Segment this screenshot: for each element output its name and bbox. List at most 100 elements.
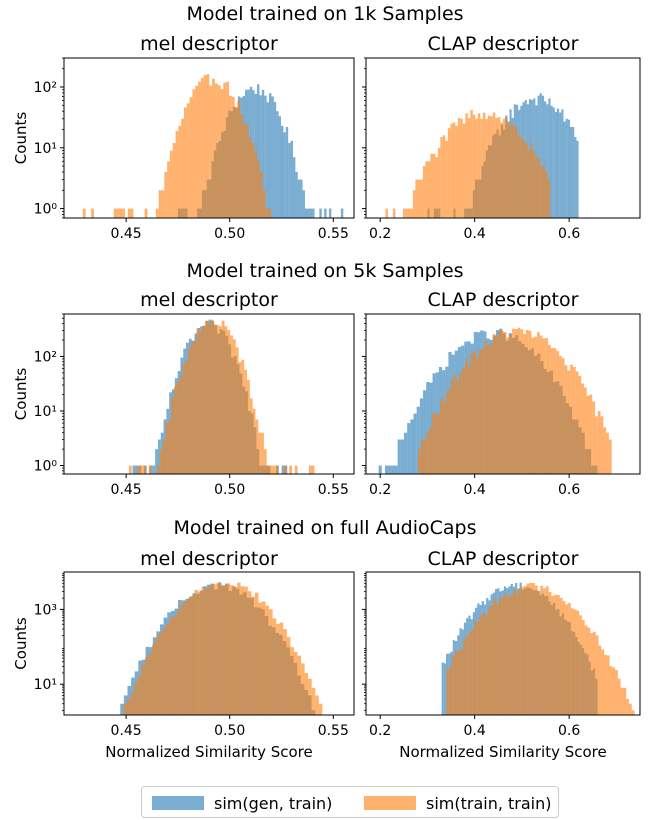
histogram-bar xyxy=(309,208,313,218)
histogram-bar xyxy=(476,357,479,474)
y-tick-label: 10² xyxy=(34,349,57,365)
x-tick-label: 0.4 xyxy=(464,723,486,739)
histogram-bar xyxy=(304,208,308,218)
histogram-bar xyxy=(185,360,188,474)
panel-title: CLAP descriptor xyxy=(428,33,579,55)
histogram-bar xyxy=(579,615,582,715)
histogram-bar xyxy=(437,147,441,218)
histogram-bar xyxy=(192,89,196,218)
histogram-bar xyxy=(402,208,406,218)
histogram-bar xyxy=(264,95,267,218)
histogram-bar xyxy=(575,371,579,474)
panel-2-1: mel descriptor 0.45 0.50 0.55 10⁰ 10¹ 10²Count… xyxy=(12,289,355,498)
histogram-bar xyxy=(140,465,144,474)
histogram-bar xyxy=(190,595,195,715)
histogram-bar xyxy=(119,208,123,218)
histogram-bar xyxy=(415,179,418,218)
histogram-bar xyxy=(512,328,515,474)
x-tick-label: 0.45 xyxy=(111,226,142,242)
histogram-bar xyxy=(279,622,284,715)
histogram-bar xyxy=(567,370,571,474)
histogram-bar xyxy=(244,369,248,474)
histogram-bar xyxy=(592,631,596,715)
plot-frame xyxy=(365,571,641,716)
x-tick-label: 0.55 xyxy=(318,723,349,739)
histogram-bar xyxy=(290,647,294,715)
histogram-bar xyxy=(297,179,301,218)
histogram-bar xyxy=(308,465,312,474)
x-axis-label: Normalized Similarity Score xyxy=(105,743,313,761)
histogram-bar xyxy=(130,208,134,218)
plot-frame xyxy=(365,313,641,475)
histogram-bar xyxy=(581,620,585,715)
histogram-bar xyxy=(283,629,287,715)
histogram-bar xyxy=(490,116,493,218)
histogram-bar xyxy=(420,179,423,218)
histogram-bar xyxy=(546,104,549,218)
histogram-bar xyxy=(254,150,258,218)
histogram-bar xyxy=(272,618,277,715)
histogram-bar xyxy=(502,118,506,218)
panel-title: CLAP descriptor xyxy=(428,548,579,570)
histogram-bar xyxy=(442,135,446,218)
histogram-bar xyxy=(307,208,310,218)
histogram-bar xyxy=(248,137,252,218)
histogram-bar xyxy=(487,115,491,218)
histogram-bar xyxy=(440,398,443,474)
histogram-bar xyxy=(392,208,396,218)
histogram-bar xyxy=(427,161,431,218)
histogram-bar xyxy=(182,363,186,474)
histogram-bar xyxy=(252,408,256,474)
histogram-bar xyxy=(556,350,560,474)
histogram-bar xyxy=(273,101,277,218)
histogram-bar xyxy=(572,367,576,474)
histogram-bar xyxy=(203,75,207,218)
histogram-bar xyxy=(449,666,452,715)
histogram-bar xyxy=(152,465,156,474)
histogram-bar xyxy=(127,699,131,715)
histogram-bar xyxy=(238,362,242,474)
histogram-bar xyxy=(259,95,262,218)
panel-1-2: CLAP descriptor 0.2 0.4 0.6 xyxy=(362,33,641,242)
histogram-bar xyxy=(281,465,285,474)
histogram-bar xyxy=(231,96,235,218)
histogram-bar xyxy=(490,605,494,715)
histogram-bar xyxy=(328,208,332,218)
histogram-bar xyxy=(529,582,533,715)
histogram-bar xyxy=(465,636,469,715)
histogram-bar xyxy=(128,465,132,474)
histogram-bar xyxy=(204,320,208,474)
histogram-bar xyxy=(559,355,562,474)
histogram-bar xyxy=(304,672,309,715)
histogram-bar xyxy=(448,389,452,474)
histogram-bar xyxy=(512,589,516,715)
histogram-bar xyxy=(468,631,472,715)
histogram-bar xyxy=(422,166,426,218)
histogram-bar xyxy=(289,465,292,474)
histogram-bar xyxy=(498,330,501,474)
histogram-bar xyxy=(319,208,322,218)
histogram-bar xyxy=(552,107,555,218)
histogram-bar xyxy=(525,329,529,474)
histogram-bar xyxy=(445,392,449,474)
histogram-bar xyxy=(217,85,221,218)
histogram-bar xyxy=(457,117,461,218)
histogram-bar xyxy=(388,465,392,474)
histogram-bar xyxy=(311,465,315,474)
histogram-bar xyxy=(561,109,564,218)
histogram-bar xyxy=(473,351,477,474)
histogram-bar xyxy=(324,208,327,218)
histogram-bar xyxy=(425,161,428,218)
histogram-bar xyxy=(547,179,551,218)
y-tick-label: 10³ xyxy=(34,602,57,618)
histogram-bar xyxy=(623,687,627,715)
histogram-bar xyxy=(554,594,557,715)
histogram-bar xyxy=(268,208,272,218)
histogram-bar xyxy=(590,633,593,715)
histogram-bar xyxy=(292,157,296,218)
x-tick-label: 0.55 xyxy=(318,226,349,242)
histogram-bar xyxy=(113,208,117,218)
histogram-bar xyxy=(495,117,498,218)
histogram-bar xyxy=(219,584,223,715)
histogram-bar xyxy=(397,439,401,474)
